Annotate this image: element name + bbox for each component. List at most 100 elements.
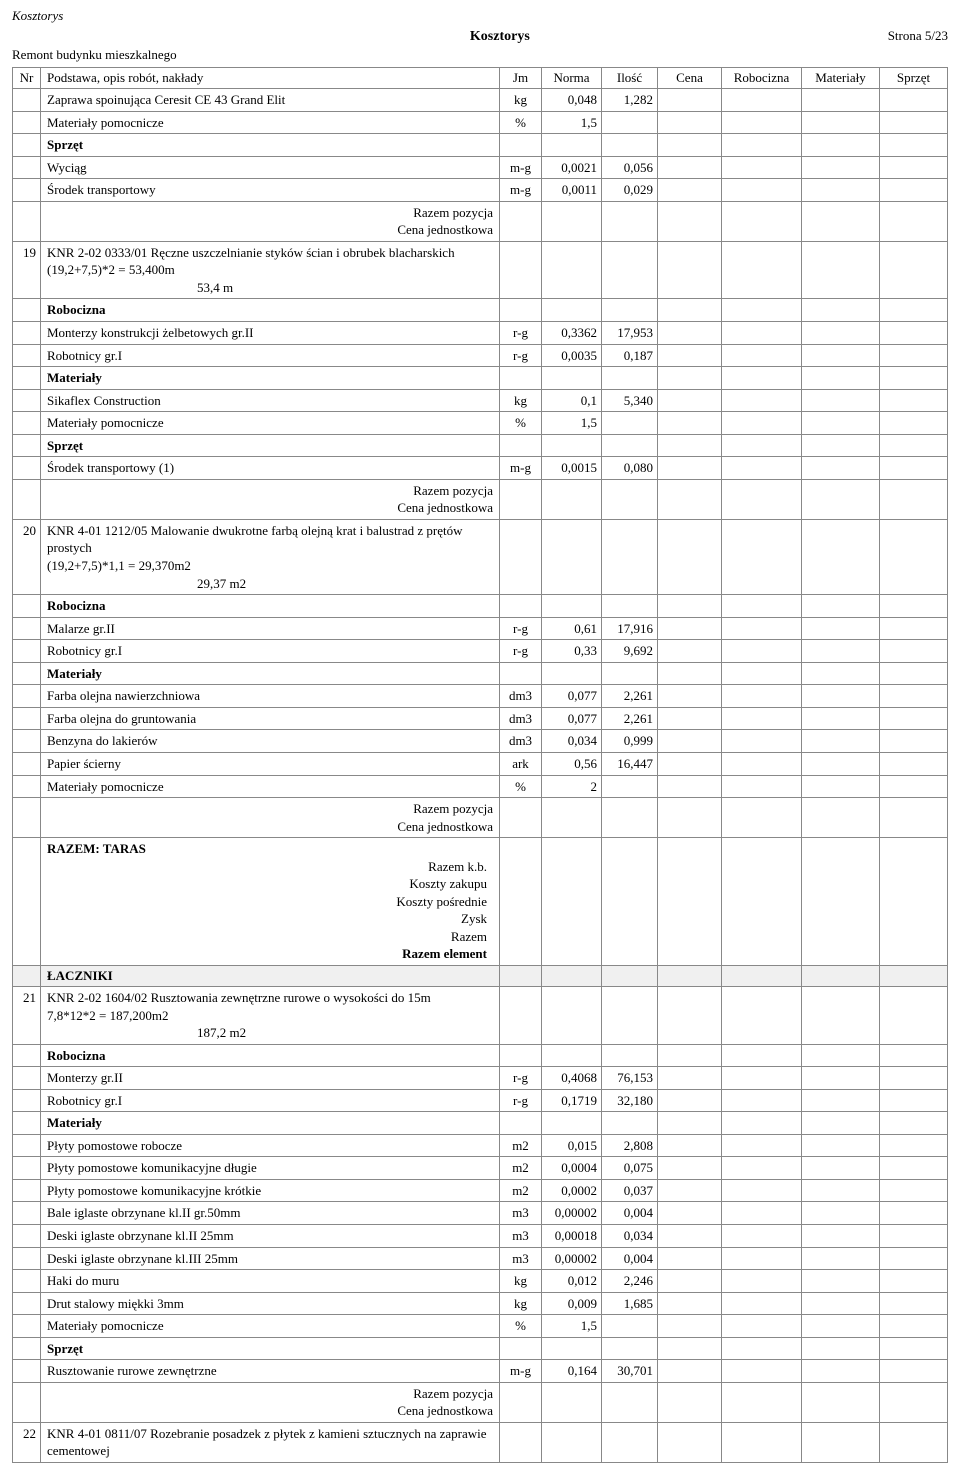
cell-ilosc [602,367,658,390]
cell-robo [722,965,802,986]
cell-desc: Materiały pomocnicze [41,775,500,798]
cell-desc: Haki do muru [41,1270,500,1293]
cell-ilosc: 0,075 [602,1157,658,1180]
cell-jm [500,134,542,157]
cell-ilosc: 2,261 [602,685,658,708]
cell-desc: Zaprawa spoinująca Ceresit CE 43 Grand E… [41,89,500,112]
cell-norma [542,434,602,457]
cell-norma [542,1112,602,1135]
table-row: Płyty pomostowe komunikacyjne krótkiem20… [13,1179,948,1202]
cell-mat [802,838,880,966]
cell-section: ŁACZNIKI [41,965,500,986]
cell-nr [13,111,41,134]
cell-ilosc: 0,037 [602,1179,658,1202]
cell-mat [802,111,880,134]
cell-robo [722,1067,802,1090]
col-sprz: Sprzęt [880,68,948,89]
cell-cena [658,367,722,390]
table-row: Robotnicy gr.Ir-g0,171932,180 [13,1089,948,1112]
cell-robo [722,798,802,838]
cell-sprz [880,389,948,412]
cell-robo [722,1224,802,1247]
table-row: Rusztowanie rurowe zewnętrznem-g0,16430,… [13,1360,948,1383]
cell-cena [658,1044,722,1067]
cell-desc: KNR 2-02 0333/01 Ręczne uszczelnianie st… [41,241,500,299]
cell-nr [13,1202,41,1225]
table-row: Płyty pomostowe komunikacyjne długiem20,… [13,1157,948,1180]
table-row: Robocizna [13,595,948,618]
table-row: Sprzęt [13,434,948,457]
cell-desc: Wyciąg [41,156,500,179]
table-row: Zaprawa spoinująca Ceresit CE 43 Grand E… [13,89,948,112]
cell-mat [802,752,880,775]
cell-mat [802,179,880,202]
cell-jm [500,479,542,519]
cell-mat [802,134,880,157]
cell-ilosc [602,299,658,322]
cell-sprz [880,1292,948,1315]
cell-jm: % [500,111,542,134]
cell-robo [722,1360,802,1383]
cell-jm: kg [500,1270,542,1293]
cell-jm: kg [500,389,542,412]
cell-sprz [880,965,948,986]
cell-desc: Płyty pomostowe komunikacyjne długie [41,1157,500,1180]
main-title: Kosztorys [112,29,888,45]
cell-robo [722,344,802,367]
cell-ilosc [602,775,658,798]
table-header-row: Nr Podstawa, opis robót, nakłady Jm Norm… [13,68,948,89]
cell-cena [658,1112,722,1135]
cell-cena [658,457,722,480]
cell-norma: 0,3362 [542,322,602,345]
cell-ilosc: 30,701 [602,1360,658,1383]
cell-jm: m2 [500,1179,542,1202]
cell-mat [802,1067,880,1090]
cell-nr [13,134,41,157]
cell-ilosc [602,1315,658,1338]
cell-mat [802,1202,880,1225]
col-ilosc: Ilość [602,68,658,89]
table-row: Materiały pomocnicze%1,5 [13,1315,948,1338]
cell-ilosc: 0,080 [602,457,658,480]
cell-jm: m3 [500,1224,542,1247]
cell-mat [802,367,880,390]
cell-sprz [880,434,948,457]
cell-desc: Materiały [41,662,500,685]
cell-desc: Monterzy konstrukcji żelbetowych gr.II [41,322,500,345]
cell-desc: Sprzęt [41,134,500,157]
cell-norma: 0,0015 [542,457,602,480]
cell-jm: m-g [500,179,542,202]
table-row: Materiały [13,662,948,685]
cell-norma [542,1382,602,1422]
cell-jm: r-g [500,344,542,367]
cell-ilosc [602,838,658,966]
cell-jm [500,367,542,390]
cell-nr [13,367,41,390]
table-row: Bale iglaste obrzynane kl.II gr.50mmm30,… [13,1202,948,1225]
cell-norma: 0,0002 [542,1179,602,1202]
cell-nr: 19 [13,241,41,299]
cell-cena [658,1337,722,1360]
table-row: Robocizna [13,299,948,322]
cell-desc: Robotnicy gr.I [41,1089,500,1112]
cell-sprz [880,838,948,966]
cell-jm [500,595,542,618]
cell-norma: 0,077 [542,685,602,708]
cell-jm: dm3 [500,707,542,730]
col-norma: Norma [542,68,602,89]
cell-nr [13,457,41,480]
cell-jm [500,1337,542,1360]
table-row: Materiały [13,1112,948,1135]
cell-jm: dm3 [500,730,542,753]
table-row: Sikaflex Constructionkg0,15,340 [13,389,948,412]
cell-sprz [880,752,948,775]
cell-robo [722,1292,802,1315]
cell-nr [13,1112,41,1135]
cell-cena [658,111,722,134]
cell-cena [658,1089,722,1112]
cell-norma: 0,00018 [542,1224,602,1247]
cell-nr [13,730,41,753]
cell-desc: Monterzy gr.II [41,1067,500,1090]
cell-sprz [880,617,948,640]
cell-mat [802,1422,880,1462]
